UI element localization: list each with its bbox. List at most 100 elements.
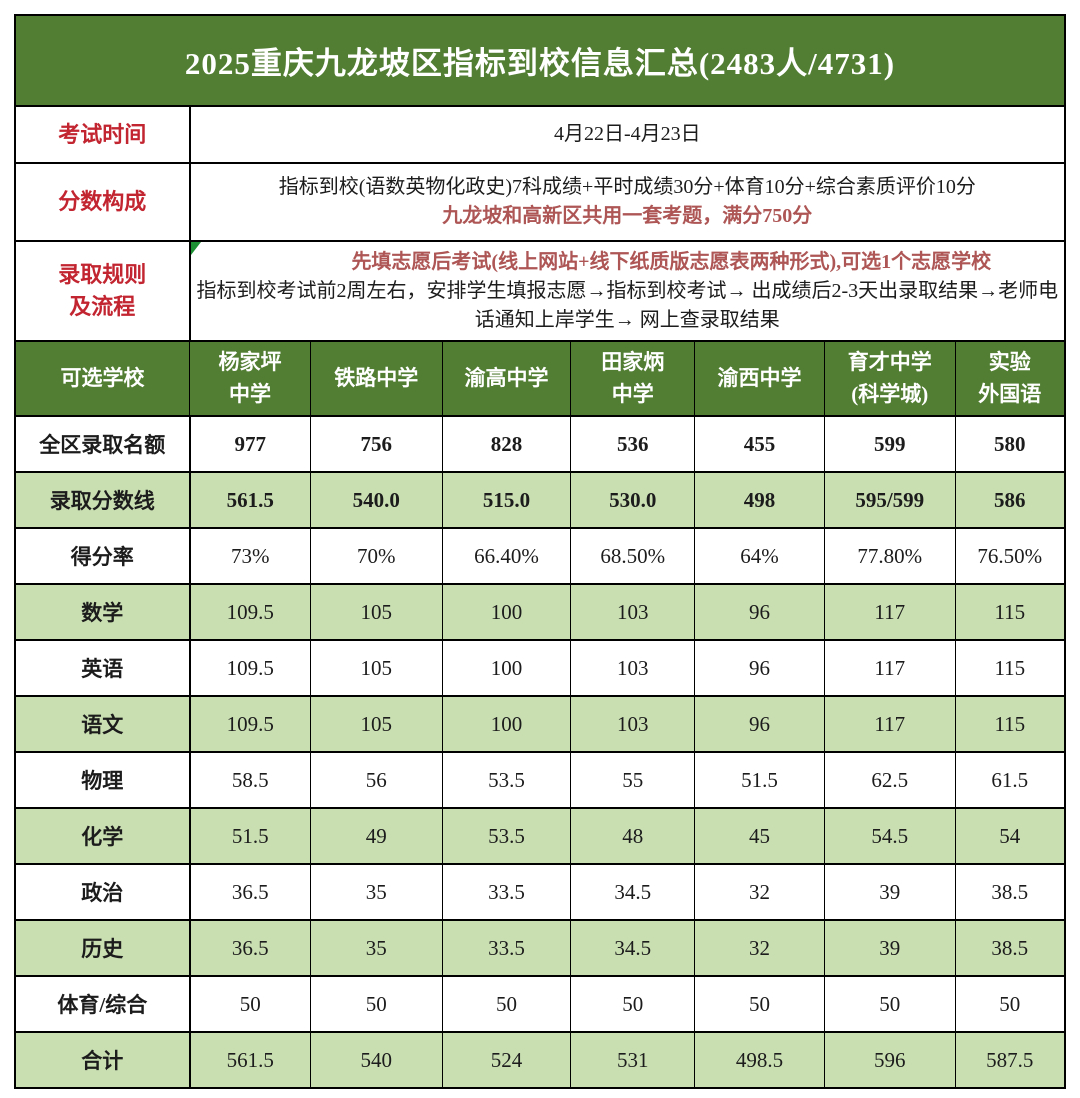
score-composition-row: 分数构成 指标到校(语数英物化政史)7科成绩+平时成绩30分+体育10分+综合素… [14, 162, 1066, 242]
table-cell: 105 [309, 639, 443, 697]
exam-time-row: 考试时间 4月22日-4月23日 [14, 105, 1066, 164]
table-row: 得分率 73% 70% 66.40% 68.50% 64% 77.80% 76.50% [14, 527, 1066, 585]
table-cell: 70% [309, 527, 443, 585]
table-row: 数学 109.5 105 100 103 96 117 115 [14, 583, 1066, 641]
table-cell: 49 [309, 807, 443, 865]
table-cell: 109.5 [189, 639, 311, 697]
school-header-cell-6: 育才中学 (科学城) [823, 340, 956, 417]
table-row: 化学 51.5 49 53.5 48 45 54.5 54 [14, 807, 1066, 865]
table-cell: 115 [954, 583, 1066, 641]
table-cell: 115 [954, 695, 1066, 753]
table-cell: 33.5 [441, 919, 572, 977]
table-cell: 32 [694, 919, 825, 977]
school-header-line: 渝西中学 [717, 365, 802, 390]
row-label: 语文 [14, 695, 191, 753]
table-cell: 35 [309, 863, 443, 921]
table-cell: 53.5 [441, 807, 572, 865]
table-cell: 103 [570, 695, 696, 753]
table-cell: 51.5 [694, 751, 825, 809]
table-cell: 103 [570, 583, 696, 641]
school-header-cell-7: 实验 外国语 [954, 340, 1066, 417]
row-label: 合计 [14, 1031, 191, 1089]
school-header-cell-4: 田家炳 中学 [570, 340, 696, 417]
table-row: 合计 561.5 540 524 531 498.5 596 587.5 [14, 1031, 1066, 1089]
table-cell: 36.5 [189, 863, 311, 921]
table-cell: 540.0 [309, 471, 443, 529]
table-cell: 54.5 [823, 807, 956, 865]
table-cell: 977 [189, 415, 311, 473]
table-cell: 596 [823, 1031, 956, 1089]
table-cell: 39 [823, 863, 956, 921]
table-cell: 96 [694, 639, 825, 697]
table-cell: 540 [309, 1031, 443, 1089]
row-label: 体育/综合 [14, 975, 191, 1033]
table-row: 政治 36.5 35 33.5 34.5 32 39 38.5 [14, 863, 1066, 921]
table-cell: 536 [570, 415, 696, 473]
school-header-line: 田家炳 [601, 350, 665, 374]
school-header-cell-3: 渝高中学 [441, 340, 572, 417]
table-cell: 48 [570, 807, 696, 865]
table-cell: 117 [823, 695, 956, 753]
score-composition-value: 指标到校(语数英物化政史)7科成绩+平时成绩30分+体育10分+综合素质评价10… [189, 162, 1066, 242]
table-cell: 45 [694, 807, 825, 865]
row-label: 政治 [14, 863, 191, 921]
school-header-row: 可选学校 杨家坪 中学 铁路中学 渝高中学 田家炳 中学 渝西中学 育才中学 (科学城) 实验 外国语 [14, 340, 1066, 417]
table-cell: 34.5 [570, 863, 696, 921]
table-cell: 109.5 [189, 695, 311, 753]
table-cell: 50 [694, 975, 825, 1033]
school-header-cell-5: 渝西中学 [694, 340, 825, 417]
table-cell: 39 [823, 919, 956, 977]
table-cell: 32 [694, 863, 825, 921]
table-cell: 50 [309, 975, 443, 1033]
table-cell: 68.50% [570, 527, 696, 585]
row-label: 英语 [14, 639, 191, 697]
table-cell: 595/599 [823, 471, 956, 529]
table-cell: 34.5 [570, 919, 696, 977]
school-header-line: 中学 [228, 381, 271, 406]
admission-info-table: 2025重庆九龙坡区指标到校信息汇总(2483人/4731) 考试时间 4月22… [14, 14, 1066, 1089]
table-cell: 100 [441, 639, 572, 697]
school-header-line: 外国语 [978, 381, 1042, 406]
table-cell: 61.5 [954, 751, 1066, 809]
table-cell: 50 [441, 975, 572, 1033]
admission-rules-line2: 指标到校考试前2周左右，安排学生填报志愿→指标到校考试→ 出成绩后2-3天出录取… [196, 279, 1059, 331]
table-row: 录取分数线 561.5 540.0 515.0 530.0 498 595/599 586 [14, 471, 1066, 529]
table-cell: 54 [954, 807, 1066, 865]
score-composition-line1: 指标到校(语数英物化政史)7科成绩+平时成绩30分+体育10分+综合素质评价10… [278, 176, 976, 198]
school-header-line: 渝高中学 [464, 365, 549, 390]
table-cell: 50 [570, 975, 696, 1033]
table-row: 英语 109.5 105 100 103 96 117 115 [14, 639, 1066, 697]
row-label: 录取分数线 [14, 471, 191, 529]
row-label: 历史 [14, 919, 191, 977]
table-cell: 599 [823, 415, 956, 473]
school-header-cell-2: 铁路中学 [309, 340, 443, 417]
table-cell: 50 [823, 975, 956, 1033]
table-cell: 50 [954, 975, 1066, 1033]
table-cell: 117 [823, 639, 956, 697]
table-cell: 38.5 [954, 863, 1066, 921]
row-label: 化学 [14, 807, 191, 865]
table-cell: 76.50% [954, 527, 1066, 585]
table-cell: 109.5 [189, 583, 311, 641]
row-label: 数学 [14, 583, 191, 641]
table-cell: 524 [441, 1031, 572, 1089]
table-cell: 756 [309, 415, 443, 473]
table-cell: 105 [309, 695, 443, 753]
table-cell: 100 [441, 695, 572, 753]
table-cell: 33.5 [441, 863, 572, 921]
page-title: 2025重庆九龙坡区指标到校信息汇总(2483人/4731) [14, 14, 1066, 107]
table-cell: 530.0 [570, 471, 696, 529]
table-cell: 62.5 [823, 751, 956, 809]
table-cell: 96 [694, 695, 825, 753]
table-cell: 103 [570, 639, 696, 697]
table-cell: 580 [954, 415, 1066, 473]
admission-rules-row: 录取规则 及流程 先填志愿后考试(线上网站+线下纸质版志愿表两种形式),可选1个… [14, 240, 1066, 342]
table-cell: 561.5 [189, 1031, 311, 1089]
admission-rules-label-line1: 录取规则 [58, 262, 147, 288]
table-row: 历史 36.5 35 33.5 34.5 32 39 38.5 [14, 919, 1066, 977]
table-cell: 58.5 [189, 751, 311, 809]
table-cell: 117 [823, 583, 956, 641]
title-row: 2025重庆九龙坡区指标到校信息汇总(2483人/4731) [14, 14, 1066, 107]
table-row: 体育/综合 50 50 50 50 50 50 50 [14, 975, 1066, 1033]
table-cell: 66.40% [441, 527, 572, 585]
